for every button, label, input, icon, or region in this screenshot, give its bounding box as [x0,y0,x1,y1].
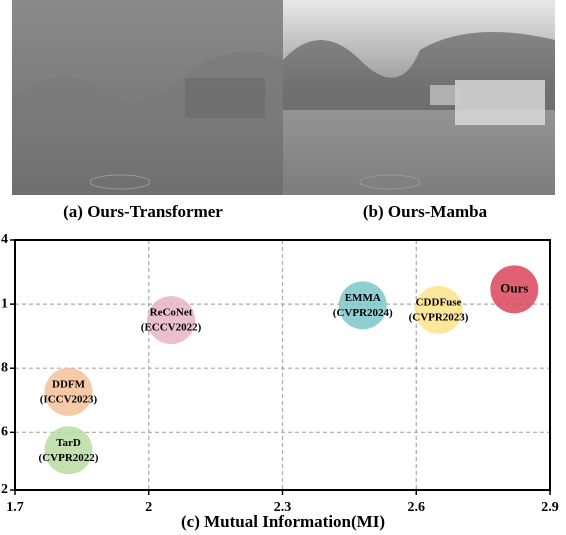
y-tick-label: 4 [1,232,8,247]
bubble-label: EMMA [345,292,381,304]
bubble [147,296,195,344]
bubble-label: CDDFuse [416,296,462,308]
x-tick-label: 2 [145,500,152,515]
bubble-label: Ours [500,280,528,295]
x-tick-label: 1.7 [6,500,24,515]
image-transformer [12,0,283,195]
bubble-venue: (ECCV2022) [141,322,202,334]
y-tick-label: 6 [1,425,8,440]
y-tick-label: 2 [1,482,8,497]
y-tick-label: 1 [1,296,8,311]
bubble-label: ReCoNet [150,307,193,319]
bubble-label: TarD [56,437,81,449]
x-tick-label: 2.9 [541,500,559,515]
bubble [339,281,387,329]
bubble [45,426,93,474]
x-axis-label: (c) Mutual Information(MI) [181,512,385,531]
caption: (b) Ours-Mamba [363,202,488,221]
bubble-venue: (CVPR2024) [333,307,393,319]
caption: (a) Ours-Transformer [63,202,223,221]
figure: (a) Ours-Transformer (b) Ours-Mamba 1.7 2… [0,0,566,535]
bubble [45,368,93,416]
x-tick-label: 2.6 [408,500,426,515]
bubble-venue: (ICCV2023) [40,393,98,405]
y-tick-label: 8 [1,360,8,375]
bubble [415,286,463,334]
bubble-venue: (CVPR2022) [39,452,99,464]
image-mamba [283,0,555,195]
bubble-venue: (CVPR2023) [409,311,469,323]
bubble-label: DDFM [52,378,86,390]
